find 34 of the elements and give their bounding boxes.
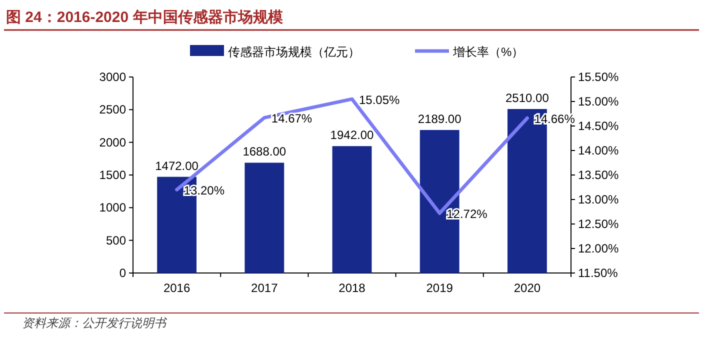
- y2-tick-label: 15.50%: [578, 70, 620, 84]
- data-label: 2510.00: [506, 91, 550, 106]
- x-tick-label: 2018: [338, 281, 366, 295]
- data-label: 1942.00: [330, 128, 374, 142]
- text: 资料来源：公开发行说明书: [22, 316, 168, 330]
- data-label: 15.05%: [359, 93, 400, 108]
- y-tick-label: 0: [119, 266, 126, 280]
- bar: [332, 146, 372, 273]
- x-tick-label: 2017: [251, 281, 278, 295]
- x-tick-label: 2019: [426, 281, 454, 295]
- data-label: 1472.00: [155, 158, 199, 173]
- y2-tick-label: 14.00%: [578, 144, 620, 158]
- y-tick-label: 3000: [99, 70, 126, 84]
- legend-label: 增长率（%）: [452, 45, 524, 59]
- y-tick-label: 1000: [99, 200, 126, 215]
- data-label: 2189.00: [418, 112, 462, 126]
- y2-tick-label: 13.50%: [578, 168, 620, 182]
- y2-tick-label: 11.50%: [578, 266, 618, 280]
- y-tick-label: 500: [106, 233, 126, 248]
- bar: [244, 162, 284, 273]
- y2-tick-label: 12.00%: [578, 242, 620, 256]
- data-label: 1688.00: [242, 144, 286, 159]
- y-tick-label: 2500: [99, 102, 126, 117]
- y2-tick-label: 12.50%: [578, 217, 620, 231]
- y-tick-label: 1500: [99, 168, 126, 182]
- y2-tick-label: 13.00%: [578, 192, 620, 206]
- y2-tick-label: 14.50%: [578, 119, 620, 133]
- chart-title: 图 24：2016-2020 年中国传感器市场规模: [6, 8, 284, 26]
- legend-label: 传感器市场规模（亿元）: [228, 45, 360, 59]
- x-tick-label: 2016: [163, 281, 190, 295]
- y-tick-label: 2000: [99, 135, 126, 150]
- data-label: 14.67%: [271, 112, 312, 126]
- x-tick-label: 2020: [514, 281, 541, 295]
- y2-tick-label: 15.00%: [578, 94, 620, 108]
